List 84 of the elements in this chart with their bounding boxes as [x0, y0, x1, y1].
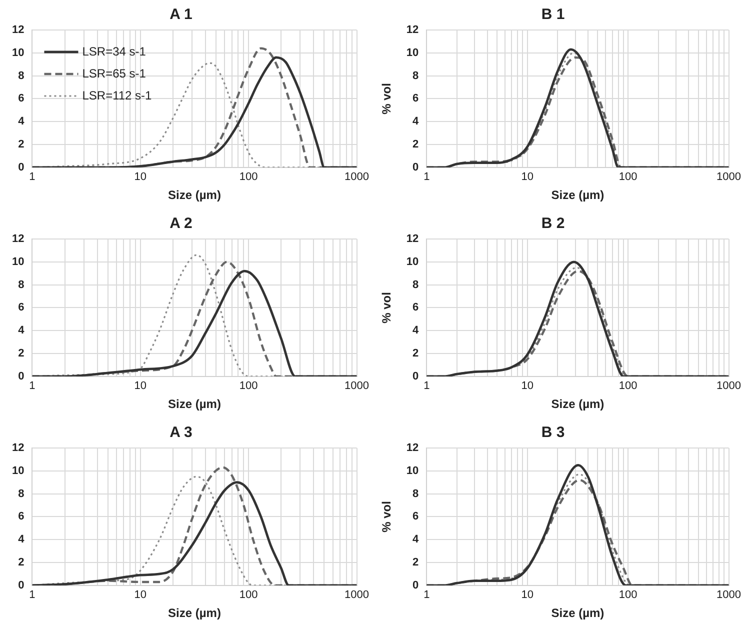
x-tick-label: 1 — [29, 171, 36, 184]
y-tick-label: 4 — [412, 116, 420, 128]
y-tick-label: 4 — [412, 324, 420, 337]
chart-title: B 2 — [541, 215, 565, 232]
x-axis-title: Size (µm) — [168, 397, 221, 412]
legend-label: LSR=112 s-1 — [82, 88, 152, 102]
x-tick-label: 100 — [618, 589, 638, 602]
x-axis-title: Size (µm) — [551, 188, 604, 202]
y-tick-label: 0 — [412, 370, 419, 382]
y-tick-label: 6 — [18, 92, 24, 105]
y-tick-label: 6 — [18, 510, 24, 523]
x-axis-title: Size (µm) — [168, 606, 221, 620]
y-tick-label: 8 — [412, 488, 419, 500]
chart-title: A 2 — [170, 215, 192, 232]
y-axis-title: % vol — [380, 292, 394, 324]
y-tick-label: 10 — [406, 256, 419, 268]
x-tick-label: 1 — [29, 380, 36, 392]
legend-label: LSR=65 s-1 — [82, 66, 146, 80]
x-tick-label: 10 — [134, 589, 147, 602]
x-axis-title: Size (µm) — [551, 606, 604, 620]
y-tick-label: 12 — [12, 24, 24, 36]
x-tick-label: 1000 — [716, 380, 742, 392]
y-tick-label: 4 — [18, 534, 26, 546]
y-tick-label: 0 — [18, 579, 24, 592]
y-axis-title: % vol — [380, 83, 394, 114]
x-tick-label: 100 — [618, 171, 638, 184]
y-tick-label: 2 — [18, 138, 24, 151]
y-tick-label: 10 — [12, 256, 24, 268]
x-tick-label: 10 — [521, 380, 534, 392]
y-tick-label: 2 — [412, 556, 419, 569]
x-axis-title: Size (µm) — [551, 397, 604, 412]
chart-title: B 3 — [541, 424, 565, 442]
y-tick-label: 4 — [18, 116, 26, 128]
x-tick-label: 100 — [239, 171, 258, 184]
y-tick-label: 6 — [412, 302, 419, 314]
y-tick-label: 2 — [18, 556, 24, 569]
y-tick-label: 10 — [406, 46, 419, 59]
y-tick-label: 2 — [412, 348, 419, 360]
x-axis-title: Size (µm) — [168, 188, 221, 202]
chart-title: B 1 — [541, 6, 565, 24]
y-tick-label: 0 — [412, 579, 419, 592]
chart-title: A 3 — [170, 424, 192, 442]
x-tick-label: 1000 — [344, 380, 370, 392]
x-tick-label: 1 — [424, 380, 430, 392]
y-tick-label: 8 — [18, 488, 24, 500]
x-tick-label: 10 — [134, 380, 147, 392]
chart-title: A 1 — [170, 6, 192, 24]
y-tick-label: 12 — [406, 233, 419, 246]
x-tick-label: 1 — [424, 171, 430, 184]
y-tick-label: 0 — [18, 161, 24, 174]
y-tick-label: 8 — [412, 278, 419, 291]
y-tick-label: 4 — [412, 534, 420, 546]
y-tick-label: 8 — [18, 278, 24, 291]
y-tick-label: 0 — [412, 161, 419, 174]
y-tick-label: 0 — [18, 370, 24, 382]
x-tick-label: 1 — [29, 589, 36, 602]
x-tick-label: 100 — [618, 380, 638, 392]
y-tick-label: 6 — [412, 92, 419, 105]
x-tick-label: 1000 — [344, 171, 370, 184]
y-tick-label: 10 — [12, 464, 24, 477]
y-tick-label: 12 — [12, 233, 24, 246]
x-tick-label: 100 — [239, 380, 258, 392]
y-tick-label: 10 — [12, 46, 24, 59]
y-tick-label: 8 — [412, 70, 419, 82]
x-tick-label: 1000 — [344, 589, 370, 602]
y-axis-title: % vol — [380, 501, 394, 532]
x-tick-label: 1000 — [716, 589, 742, 602]
y-tick-label: 12 — [406, 442, 419, 454]
y-tick-label: 2 — [412, 138, 419, 151]
x-tick-label: 10 — [521, 589, 534, 602]
legend-label: LSR=34 s-1 — [82, 44, 146, 58]
y-tick-label: 2 — [18, 348, 24, 360]
y-tick-label: 4 — [18, 324, 26, 337]
y-tick-label: 8 — [18, 70, 24, 82]
y-tick-label: 12 — [406, 24, 419, 36]
x-tick-label: 10 — [521, 171, 534, 184]
y-tick-label: 6 — [18, 302, 24, 314]
x-tick-label: 10 — [134, 171, 147, 184]
y-tick-label: 10 — [406, 464, 419, 477]
y-tick-label: 12 — [12, 442, 24, 454]
x-tick-label: 1 — [424, 589, 430, 602]
x-tick-label: 1000 — [716, 171, 742, 184]
y-tick-label: 6 — [412, 510, 419, 523]
x-tick-label: 100 — [239, 589, 258, 602]
